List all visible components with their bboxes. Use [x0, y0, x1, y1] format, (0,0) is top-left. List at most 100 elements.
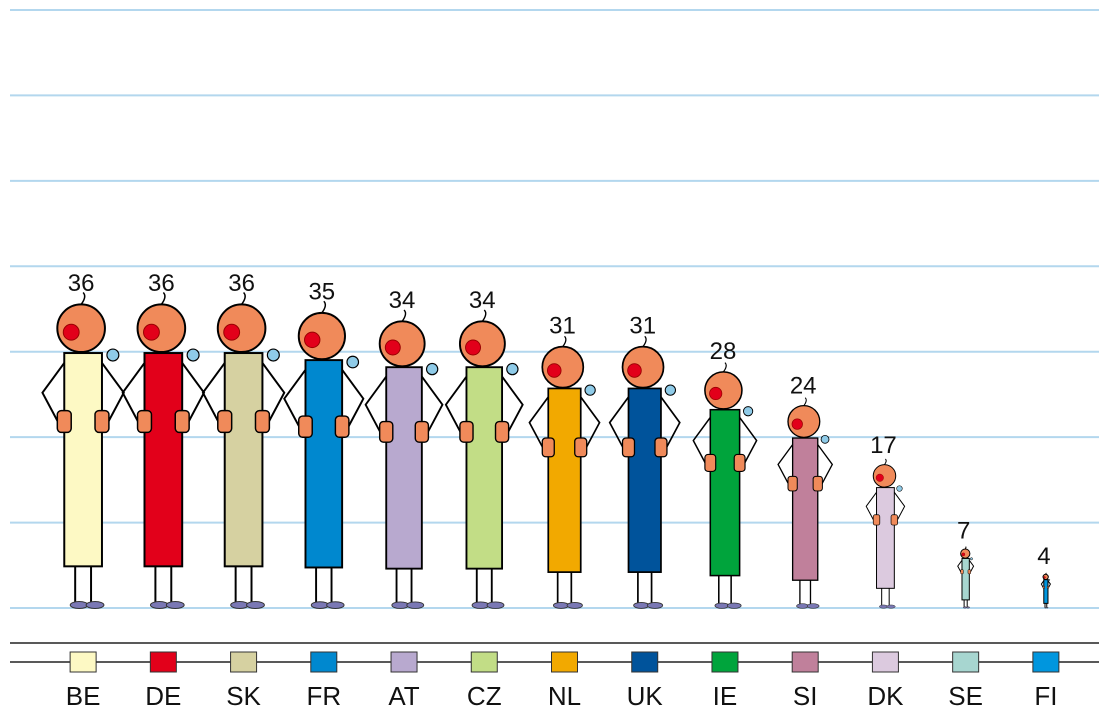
shoe — [149, 601, 169, 609]
shoe — [310, 601, 330, 609]
legend-swatch — [711, 651, 739, 673]
nose — [465, 339, 481, 356]
arm — [660, 396, 681, 449]
bar — [223, 352, 264, 568]
legend-swatch — [1032, 651, 1060, 673]
figure — [283, 300, 365, 609]
hair — [240, 291, 246, 305]
pacifier — [584, 384, 596, 396]
legend-label: UK — [627, 681, 664, 711]
hand — [494, 420, 510, 443]
legend-label: IE — [713, 681, 738, 711]
hair — [964, 546, 967, 550]
arm — [608, 396, 630, 449]
value-label: 36 — [228, 270, 255, 297]
figure — [121, 291, 206, 609]
hand — [621, 437, 636, 458]
hand — [872, 514, 881, 526]
figure — [444, 309, 524, 609]
value-label: 36 — [68, 270, 95, 297]
legend-swatch — [149, 651, 177, 673]
legend-swatch — [952, 651, 980, 673]
legend-label: FI — [1034, 681, 1057, 711]
bar — [709, 408, 741, 577]
pacifier — [106, 348, 120, 362]
legend-swatch — [470, 651, 498, 673]
shoe — [69, 601, 89, 609]
arm — [528, 396, 549, 449]
figure — [777, 397, 834, 609]
hand — [459, 420, 474, 443]
nose — [384, 339, 401, 356]
arm — [1047, 580, 1051, 588]
figure — [1040, 572, 1051, 609]
arm — [738, 416, 758, 465]
pacifier — [970, 557, 973, 561]
pacifier — [425, 362, 439, 376]
hand — [1042, 585, 1045, 589]
hair — [722, 362, 727, 373]
hair — [481, 309, 487, 322]
arm — [444, 376, 468, 434]
legend-label: BE — [66, 681, 101, 711]
figure — [865, 458, 906, 609]
value-label: 31 — [629, 313, 656, 340]
legend-label: SE — [948, 681, 983, 711]
nose — [627, 363, 642, 378]
pacifier — [506, 362, 519, 376]
arm — [121, 362, 146, 423]
arm — [580, 396, 601, 449]
nose — [223, 323, 241, 341]
pacifier — [266, 348, 280, 362]
shoe — [406, 601, 425, 609]
hair — [562, 335, 567, 347]
arm — [865, 491, 877, 521]
value-label: 35 — [308, 278, 335, 305]
shoe — [165, 601, 185, 609]
legend-swatch — [551, 651, 578, 673]
nose — [791, 418, 803, 430]
figure — [528, 335, 601, 609]
value-label: 24 — [790, 372, 817, 399]
bar — [627, 387, 662, 573]
hand — [254, 409, 271, 434]
value-label: 17 — [870, 432, 897, 459]
legend-label: NL — [548, 681, 581, 711]
bar — [385, 366, 423, 570]
hand — [541, 437, 555, 458]
shoe — [714, 602, 730, 609]
bar — [465, 366, 504, 570]
shoe — [326, 601, 345, 609]
bar — [63, 352, 103, 568]
value-label: 7 — [957, 518, 970, 545]
bar — [876, 487, 895, 589]
nose — [62, 323, 80, 341]
hair — [803, 397, 807, 406]
arm — [777, 444, 794, 485]
nose — [1043, 576, 1046, 579]
bar — [1043, 579, 1049, 604]
figure — [692, 362, 758, 609]
hand — [574, 437, 588, 458]
nose — [961, 552, 966, 557]
nose — [546, 363, 562, 378]
shoe — [726, 602, 742, 609]
hand — [136, 409, 153, 434]
figure — [41, 291, 125, 609]
legend-swatch — [390, 651, 418, 673]
arm — [817, 444, 834, 485]
hand — [94, 409, 110, 434]
arm — [364, 376, 387, 434]
shoe — [246, 601, 265, 609]
nose — [304, 331, 321, 349]
arm — [261, 362, 286, 423]
pacifier — [743, 406, 754, 417]
shoe — [230, 601, 250, 609]
shoe — [806, 603, 820, 609]
hand — [967, 569, 971, 575]
shoe — [391, 601, 410, 609]
shoe — [796, 603, 809, 609]
value-label: 36 — [148, 270, 175, 297]
legend-swatch — [310, 651, 338, 673]
hand — [704, 453, 717, 473]
